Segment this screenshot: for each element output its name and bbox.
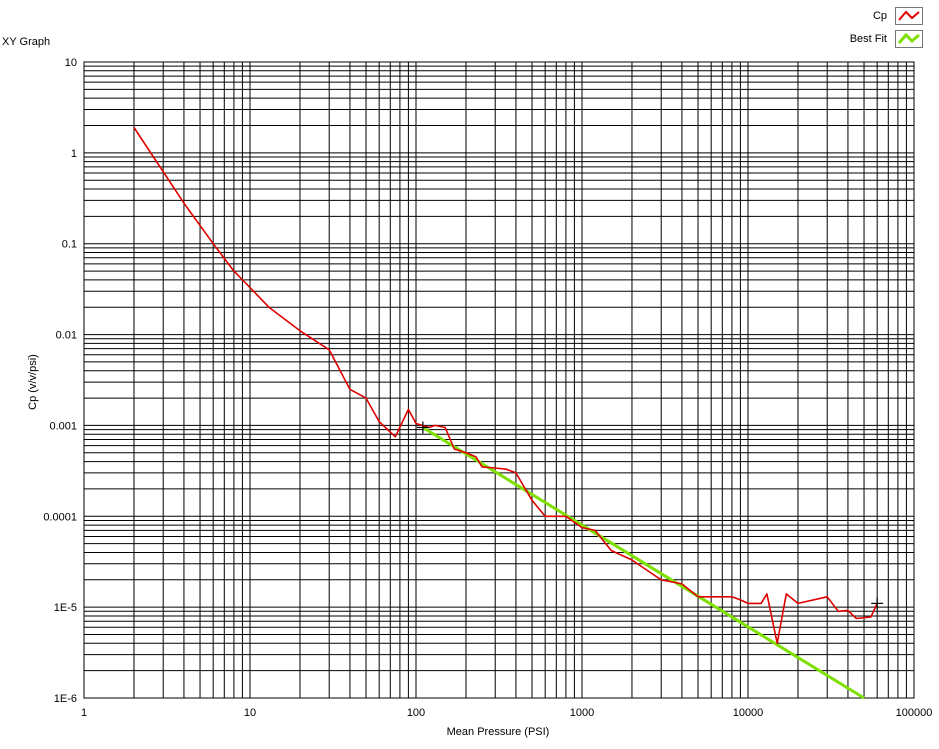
series-cp-line (133, 127, 878, 645)
x-tick-label: 10000 (733, 707, 764, 719)
legend-label-best-fit: Best Fit (849, 33, 887, 45)
tick-labels: 1 10 100 1000 10000 100000 1E-6 1E-5 0.0001 0.001… (43, 57, 932, 719)
y-tick-label: 0.1 (62, 239, 77, 251)
series-best-fit-line (422, 426, 865, 700)
series-layer (133, 127, 884, 700)
y-axis-title: Cp (v/v/psi) (27, 354, 39, 410)
y-tick-label: 1 (71, 148, 77, 160)
graph-title: XY Graph (2, 36, 51, 48)
graph-cursor-2[interactable] (871, 597, 884, 610)
x-tick-label: 100 (407, 707, 425, 719)
y-tick-label: 0.01 (56, 330, 77, 342)
plot-frame (83, 61, 915, 699)
legend-item-cp: Cp (873, 6, 923, 26)
grid-major-lines (83, 61, 915, 699)
legend-swatch-cp-line (898, 10, 920, 21)
x-tick-label: 1 (81, 707, 87, 719)
legend-item-best-fit: Best Fit (850, 29, 923, 49)
legend-swatch-cp[interactable] (895, 7, 923, 25)
x-tick-label: 100000 (896, 707, 933, 719)
x-tick-label: 10 (244, 707, 256, 719)
y-tick-label: 0.0001 (43, 511, 77, 523)
grid-minor-lines (84, 62, 914, 698)
y-tick-label: 1E-5 (54, 602, 77, 614)
x-tick-label: 1000 (570, 707, 594, 719)
graph-cursor-1[interactable] (416, 421, 429, 434)
legend-label-cp: Cp (872, 10, 887, 22)
y-tick-label: 10 (65, 57, 77, 69)
y-tick-label: 0.001 (49, 420, 77, 432)
legend-swatch-best-fit-line (897, 32, 920, 44)
legend-swatch-best-fit[interactable] (895, 30, 923, 48)
x-axis-title: Mean Pressure (PSI) (447, 726, 550, 738)
y-tick-label: 1E-6 (54, 693, 77, 705)
